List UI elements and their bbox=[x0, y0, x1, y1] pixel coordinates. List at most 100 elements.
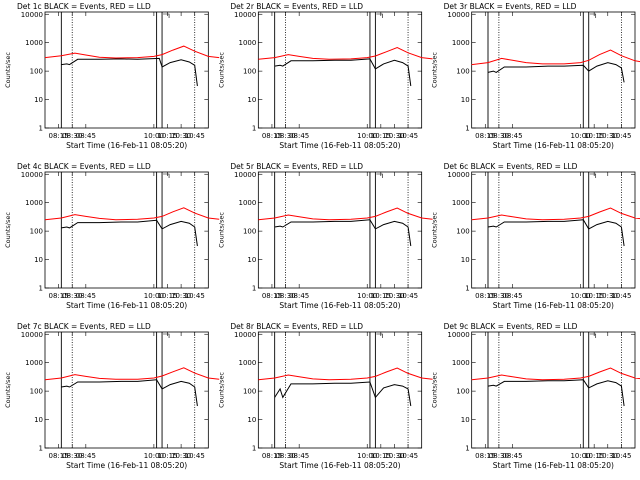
series-events-line bbox=[487, 219, 625, 247]
x-tick-label: 10:45 bbox=[398, 452, 418, 460]
flag-marker bbox=[163, 173, 170, 178]
y-tick-label: 1 bbox=[39, 445, 43, 453]
x-tick-label: 08:15 bbox=[475, 132, 495, 140]
series-events-line bbox=[274, 219, 412, 247]
series-events-line bbox=[487, 379, 625, 407]
panel-det-8: Det 8r BLACK = Events, RED = LLD 1 10 100 10… bbox=[217, 322, 433, 470]
x-tick-label: 08:45 bbox=[76, 132, 96, 140]
series-lld-line bbox=[258, 207, 433, 221]
plot-frame bbox=[471, 331, 636, 449]
x-tick-label: 10:30 bbox=[598, 132, 618, 140]
x-tick-label: 10:30 bbox=[384, 132, 404, 140]
panel-det-5: Det 5r BLACK = Events, RED = LLD 1 10 100 10… bbox=[217, 162, 433, 310]
x-tick-label: 10:45 bbox=[398, 292, 418, 300]
y-tick-label: 100 bbox=[456, 68, 469, 76]
y-tick-label: 100 bbox=[30, 68, 43, 76]
y-axis-label: Counts/sec bbox=[217, 372, 225, 408]
y-tick-label: 100 bbox=[243, 388, 256, 396]
x-tick-label: 10:30 bbox=[384, 292, 404, 300]
y-tick-label: 1 bbox=[252, 125, 256, 133]
x-tick-label: 10:45 bbox=[185, 452, 205, 460]
x-tick-label: 08:30 bbox=[62, 292, 82, 300]
x-tick-label: 08:15 bbox=[475, 292, 495, 300]
series-events-line bbox=[61, 57, 198, 87]
y-tick-label: 1000 bbox=[25, 359, 43, 367]
x-tick-label: 10:00 bbox=[144, 452, 164, 460]
x-tick-label: 08:15 bbox=[49, 292, 69, 300]
x-tick-label: 08:30 bbox=[489, 292, 509, 300]
x-tick-label: 10:45 bbox=[185, 292, 205, 300]
x-tick-label: 10:15 bbox=[157, 452, 177, 460]
y-axis-label: Counts/sec bbox=[217, 212, 225, 248]
x-tick-label: 10:15 bbox=[157, 132, 177, 140]
y-tick-label: 10000 bbox=[234, 171, 256, 179]
series-events-line bbox=[61, 219, 198, 247]
y-tick-label: 10 bbox=[34, 96, 43, 104]
y-tick-label: 1000 bbox=[25, 199, 43, 207]
y-tick-label: 100 bbox=[30, 388, 43, 396]
y-tick-label: 100 bbox=[30, 228, 43, 236]
x-tick-label: 10:30 bbox=[384, 452, 404, 460]
panel-title: Det 2r BLACK = Events, RED = LLD bbox=[230, 2, 363, 11]
y-tick-label: 1 bbox=[465, 125, 469, 133]
plot-frame bbox=[257, 171, 423, 289]
y-axis-label: Counts/sec bbox=[4, 52, 12, 88]
panel-title: Det 6c BLACK = Events, RED = LLD bbox=[444, 162, 578, 171]
x-tick-label: 10:45 bbox=[611, 452, 631, 460]
x-tick-label: 10:00 bbox=[357, 452, 377, 460]
panel-title: Det 1c BLACK = Events, RED = LLD bbox=[17, 2, 151, 11]
flag-marker bbox=[589, 333, 597, 338]
x-tick-label: 08:30 bbox=[489, 452, 509, 460]
y-tick-label: 10 bbox=[461, 96, 470, 104]
y-tick-label: 1 bbox=[465, 445, 469, 453]
x-tick-label: 08:15 bbox=[475, 452, 495, 460]
series-lld-line bbox=[258, 367, 433, 381]
panel-det-6: Det 6c BLACK = Events, RED = LLD 1 10 100 10… bbox=[431, 162, 640, 310]
flag-marker bbox=[376, 333, 383, 338]
y-axis-label: Counts/sec bbox=[217, 52, 225, 88]
series-events-line bbox=[274, 381, 412, 407]
y-tick-label: 1 bbox=[252, 445, 256, 453]
flag-marker bbox=[376, 13, 383, 18]
x-tick-label: 10:45 bbox=[611, 132, 631, 140]
series-lld-line bbox=[471, 367, 640, 381]
panel-det-3: Det 3r BLACK = Events, RED = LLD 1 10 100 10… bbox=[431, 2, 640, 150]
y-tick-label: 1 bbox=[39, 285, 43, 293]
series-events-line bbox=[274, 58, 412, 87]
y-tick-label: 1 bbox=[465, 285, 469, 293]
x-tick-label: 10:45 bbox=[398, 132, 418, 140]
series-lld-line bbox=[44, 45, 220, 59]
plot-frame bbox=[44, 11, 209, 129]
y-tick-label: 1000 bbox=[239, 199, 257, 207]
x-tick-label: 08:45 bbox=[289, 452, 309, 460]
x-tick-label: 10:00 bbox=[570, 452, 590, 460]
panel-det-1: Det 1c BLACK = Events, RED = LLD 1 10 100 10… bbox=[4, 2, 220, 150]
series-lld-line bbox=[258, 46, 433, 60]
plot-frame bbox=[471, 171, 636, 289]
x-tick-label: 08:30 bbox=[489, 132, 509, 140]
y-tick-label: 1 bbox=[39, 125, 43, 133]
x-tick-label: 10:30 bbox=[171, 292, 191, 300]
y-tick-label: 10000 bbox=[234, 331, 256, 339]
x-tick-label: 08:45 bbox=[289, 292, 309, 300]
x-tick-label: 10:15 bbox=[157, 292, 177, 300]
x-tick-label: 08:45 bbox=[502, 132, 522, 140]
x-tick-label: 08:15 bbox=[262, 292, 282, 300]
y-tick-label: 10000 bbox=[21, 171, 43, 179]
y-tick-label: 1000 bbox=[452, 199, 470, 207]
x-tick-label: 08:45 bbox=[289, 132, 309, 140]
x-axis-label: Start Time (16-Feb-11 08:05:20) bbox=[493, 141, 614, 150]
panel-det-9: Det 9c BLACK = Events, RED = LLD 1 10 100 10… bbox=[431, 322, 640, 470]
y-tick-label: 1000 bbox=[239, 359, 257, 367]
x-tick-label: 10:30 bbox=[598, 292, 618, 300]
flag-marker bbox=[589, 13, 597, 18]
y-tick-label: 10 bbox=[247, 416, 256, 424]
y-tick-label: 1000 bbox=[239, 39, 257, 47]
y-tick-label: 10000 bbox=[447, 11, 469, 19]
x-tick-label: 10:15 bbox=[371, 292, 391, 300]
flag-marker bbox=[589, 173, 597, 178]
y-axis-label: Counts/sec bbox=[431, 52, 439, 88]
x-tick-label: 08:45 bbox=[76, 452, 96, 460]
plot-frame bbox=[44, 171, 209, 289]
plot-frame bbox=[44, 331, 209, 449]
